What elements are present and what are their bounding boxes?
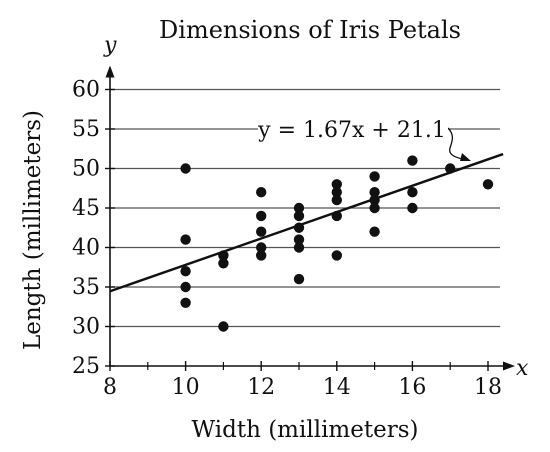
y-tick-label-55: 55 bbox=[72, 117, 100, 142]
data-point-16 bbox=[293, 234, 305, 245]
trend-line-group: y = 1.67x + 21.1 bbox=[109, 116, 504, 293]
x-axis-label: Width (millimeters) bbox=[192, 417, 419, 443]
x-tick-label-12: 12 bbox=[247, 375, 275, 400]
data-point-8 bbox=[256, 187, 267, 198]
y-tick-label-45: 45 bbox=[72, 196, 100, 221]
x-tick-label-16: 16 bbox=[398, 375, 426, 400]
data-point-10 bbox=[256, 226, 267, 237]
x-axis-variable: x bbox=[516, 356, 529, 381]
annotation-arrow-icon bbox=[460, 153, 471, 161]
y-axis-label: Length (millimeters) bbox=[20, 110, 46, 350]
data-point-33 bbox=[482, 179, 494, 190]
y-tick-label-30: 30 bbox=[72, 315, 100, 340]
data-point-12 bbox=[256, 250, 267, 261]
trend-line bbox=[109, 152, 504, 293]
chart-title: Dimensions of Iris Petals bbox=[159, 16, 461, 44]
annotation-leader bbox=[447, 127, 469, 161]
data-point-14 bbox=[293, 210, 305, 222]
data-point-18 bbox=[293, 273, 305, 285]
trend-equation-background bbox=[258, 116, 448, 144]
data-point-27 bbox=[369, 202, 380, 214]
data-point-6 bbox=[218, 258, 229, 269]
data-point-19 bbox=[331, 179, 342, 190]
y-axis-variable: y bbox=[103, 33, 117, 58]
data-point-17 bbox=[293, 242, 305, 253]
trend-equation-label: y = 1.67x + 21.1 bbox=[257, 118, 446, 143]
x-axis-arrow-icon bbox=[503, 361, 515, 371]
data-point-7 bbox=[218, 321, 229, 332]
data-point-28 bbox=[369, 226, 380, 237]
data-point-2 bbox=[180, 266, 191, 277]
data-points bbox=[180, 155, 494, 332]
data-point-25 bbox=[369, 187, 380, 198]
y-tick-label-25: 25 bbox=[72, 354, 100, 379]
data-point-9 bbox=[256, 210, 267, 222]
data-point-3 bbox=[180, 281, 191, 293]
x-tick-label-8: 8 bbox=[103, 375, 117, 400]
data-point-30 bbox=[407, 187, 418, 198]
data-point-29 bbox=[407, 155, 418, 166]
data-point-11 bbox=[256, 242, 267, 253]
x-tick-label-10: 10 bbox=[172, 375, 200, 400]
tick-labels: 8 10 12 14 16 18 25 30 35 40 45 50 55 60 bbox=[72, 78, 502, 401]
data-point-21 bbox=[331, 194, 342, 206]
data-point-13 bbox=[293, 202, 305, 214]
x-tick-label-18: 18 bbox=[474, 375, 502, 400]
y-axis-arrow-icon bbox=[105, 65, 115, 78]
data-point-20 bbox=[331, 187, 342, 198]
y-tick-label-50: 50 bbox=[72, 157, 100, 182]
y-tick-label-40: 40 bbox=[72, 236, 100, 261]
data-point-31 bbox=[407, 202, 418, 214]
data-point-1 bbox=[180, 234, 191, 245]
data-point-0 bbox=[180, 163, 191, 174]
data-point-4 bbox=[180, 297, 191, 308]
axes bbox=[105, 65, 515, 371]
y-tick-label-60: 60 bbox=[72, 78, 100, 103]
data-point-23 bbox=[331, 250, 342, 261]
x-tick-label-14: 14 bbox=[323, 375, 351, 400]
data-point-24 bbox=[369, 171, 380, 182]
y-tick-label-35: 35 bbox=[72, 275, 100, 300]
